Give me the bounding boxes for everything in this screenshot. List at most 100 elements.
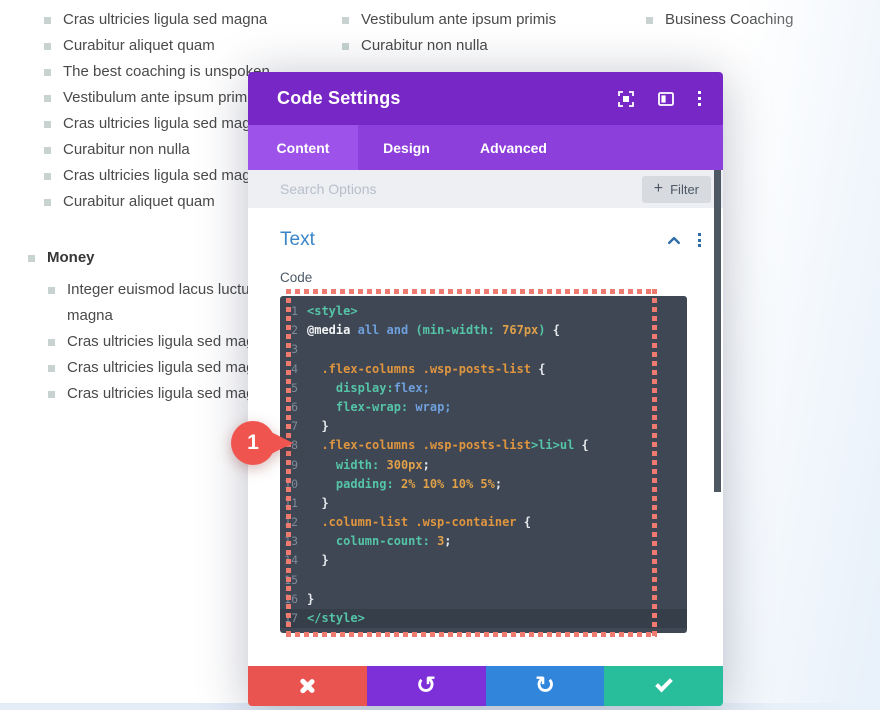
list-item-label: Curabitur non nulla bbox=[63, 141, 190, 158]
bullet-icon bbox=[44, 17, 51, 24]
bullet-icon bbox=[44, 121, 51, 128]
text-section-header[interactable]: Text bbox=[248, 208, 723, 251]
code-line: 14 } bbox=[280, 551, 687, 570]
badge-number: 1 bbox=[231, 421, 275, 465]
section-kebab-icon[interactable] bbox=[698, 233, 701, 247]
line-number: 5 bbox=[291, 380, 298, 395]
code-line-text: <style> bbox=[307, 304, 358, 318]
list-item-label: Curabitur aliquet quam bbox=[63, 193, 215, 210]
code-line: 3 bbox=[280, 340, 687, 359]
code-line: 10 padding: 2% 10% 10% 5%; bbox=[280, 475, 687, 494]
line-number: 16 bbox=[284, 591, 298, 606]
posts-list-middle: Vestibulum ante ipsum primis Curabitur no… bbox=[342, 7, 612, 59]
bullet-icon bbox=[44, 69, 51, 76]
line-number: 2 bbox=[291, 323, 298, 338]
expand-icon[interactable] bbox=[617, 90, 634, 107]
code-line-text: } bbox=[307, 591, 315, 606]
code-line-text: .flex-columns .wsp-posts-list { bbox=[321, 361, 546, 376]
modal-header[interactable]: Code Settings bbox=[248, 72, 723, 125]
list-item-label: Business Coaching bbox=[665, 11, 794, 28]
code-line: 5 display:flex; bbox=[280, 379, 687, 398]
undo-button[interactable]: ↺ bbox=[366, 666, 486, 706]
code-line-text: } bbox=[307, 553, 329, 568]
line-number: 4 bbox=[291, 361, 298, 376]
list-item-label: Curabitur aliquet quam bbox=[63, 37, 215, 54]
code-line-text: padding: 2% 10% 10% 5%; bbox=[335, 476, 503, 491]
line-number: 14 bbox=[284, 553, 298, 568]
code-line-text: width: 300px; bbox=[335, 457, 430, 472]
modal-title: Code Settings bbox=[277, 88, 401, 108]
code-line: 17 </style> bbox=[280, 609, 687, 629]
bullet-icon bbox=[646, 17, 653, 24]
code-line-text: } bbox=[307, 419, 329, 434]
code-line: 8 .flex-columns .wsp-posts-list>li>ul { bbox=[280, 436, 687, 455]
list-item-label: Cras ultricies ligula sed magna bbox=[63, 115, 268, 132]
tab-advanced[interactable]: Advanced bbox=[480, 139, 547, 156]
redo-icon: ↻ bbox=[534, 670, 555, 699]
kebab-menu-icon[interactable] bbox=[697, 91, 701, 106]
tab-content[interactable]: Content bbox=[248, 125, 358, 170]
posts-list-right: Business Coaching bbox=[646, 7, 866, 33]
code-line-text: column-count: 3; bbox=[335, 534, 452, 549]
list-item-label: The best coaching is unspoken bbox=[63, 63, 270, 80]
list-item-label: Cras ultricies ligula sed magna bbox=[63, 167, 268, 184]
bullet-icon bbox=[44, 173, 51, 180]
bullet-icon bbox=[44, 95, 51, 102]
list-item: Curabitur non nulla bbox=[342, 33, 612, 59]
code-line: 11 } bbox=[280, 494, 687, 513]
list-item: Cras ultricies ligula sed magna bbox=[44, 7, 314, 33]
code-line-text: @media all and (min-width: 767px) { bbox=[307, 323, 560, 338]
bullet-icon bbox=[48, 391, 55, 398]
save-button[interactable] bbox=[604, 666, 723, 706]
code-line: 7 } bbox=[280, 417, 687, 436]
x-icon bbox=[298, 677, 316, 695]
bullet-icon bbox=[48, 339, 55, 346]
line-number: 10 bbox=[284, 476, 298, 491]
code-line: 1 <style> bbox=[280, 302, 687, 321]
list-item: Curabitur aliquet quam bbox=[44, 33, 314, 59]
code-line-text: flex-wrap: wrap; bbox=[335, 399, 452, 414]
split-view-icon[interactable] bbox=[657, 91, 674, 107]
filter-button-label: Filter bbox=[670, 181, 699, 197]
modal-scrollbar[interactable] bbox=[714, 170, 721, 492]
list-item: Business Coaching bbox=[646, 7, 866, 33]
line-number: 3 bbox=[291, 342, 298, 357]
line-number: 15 bbox=[284, 572, 298, 587]
modal-footer: ↺ ↻ bbox=[248, 666, 723, 706]
line-number: 17 bbox=[284, 611, 298, 625]
modal-header-icons bbox=[617, 90, 701, 107]
chevron-up-icon[interactable] bbox=[666, 232, 682, 248]
section-title: Text bbox=[280, 229, 315, 250]
section-icons bbox=[666, 232, 701, 248]
code-editor[interactable]: 1 <style> 2 @media all and (min-width: 767p… bbox=[280, 296, 687, 633]
list-item-label: Cras ultricies ligula sed magna bbox=[63, 11, 268, 28]
modal-body: Text Code 1 <style> 2 @media all and (min-w… bbox=[248, 208, 723, 666]
list-item: Vestibulum ante ipsum primis bbox=[342, 7, 612, 33]
code-line: 16} bbox=[280, 590, 687, 609]
filter-button[interactable]: + Filter bbox=[641, 175, 711, 203]
tab-design[interactable]: Design bbox=[383, 139, 430, 156]
list-item-label: Vestibulum ante ipsum primis bbox=[361, 11, 557, 28]
modal-tabs: Content Design Advanced bbox=[248, 125, 723, 170]
bullet-icon bbox=[44, 43, 51, 50]
code-line-text: .flex-columns .wsp-posts-list>li>ul { bbox=[321, 438, 589, 453]
code-line: 4 .flex-columns .wsp-posts-list { bbox=[280, 360, 687, 379]
line-number: 6 bbox=[291, 399, 298, 414]
code-line-text: } bbox=[307, 495, 329, 510]
redo-button[interactable]: ↻ bbox=[485, 666, 605, 706]
money-heading-label: Money bbox=[47, 249, 95, 266]
discard-button[interactable] bbox=[248, 666, 367, 706]
code-settings-modal: Code Settings Content Design Advanced + … bbox=[231, 72, 723, 706]
search-input[interactable] bbox=[280, 181, 642, 197]
line-number: 1 bbox=[291, 304, 298, 318]
code-line: 9 width: 300px; bbox=[280, 456, 687, 475]
code-line-text: </style> bbox=[307, 611, 365, 625]
list-item-label: Vestibulum ante ipsum primis bbox=[63, 89, 259, 106]
code-line: 12 .column-list .wsp-container { bbox=[280, 513, 687, 532]
line-number: 12 bbox=[284, 515, 298, 530]
bullet-icon bbox=[44, 147, 51, 154]
bullet-icon bbox=[48, 287, 55, 294]
bullet-icon bbox=[342, 43, 349, 50]
bullet-icon bbox=[44, 199, 51, 206]
